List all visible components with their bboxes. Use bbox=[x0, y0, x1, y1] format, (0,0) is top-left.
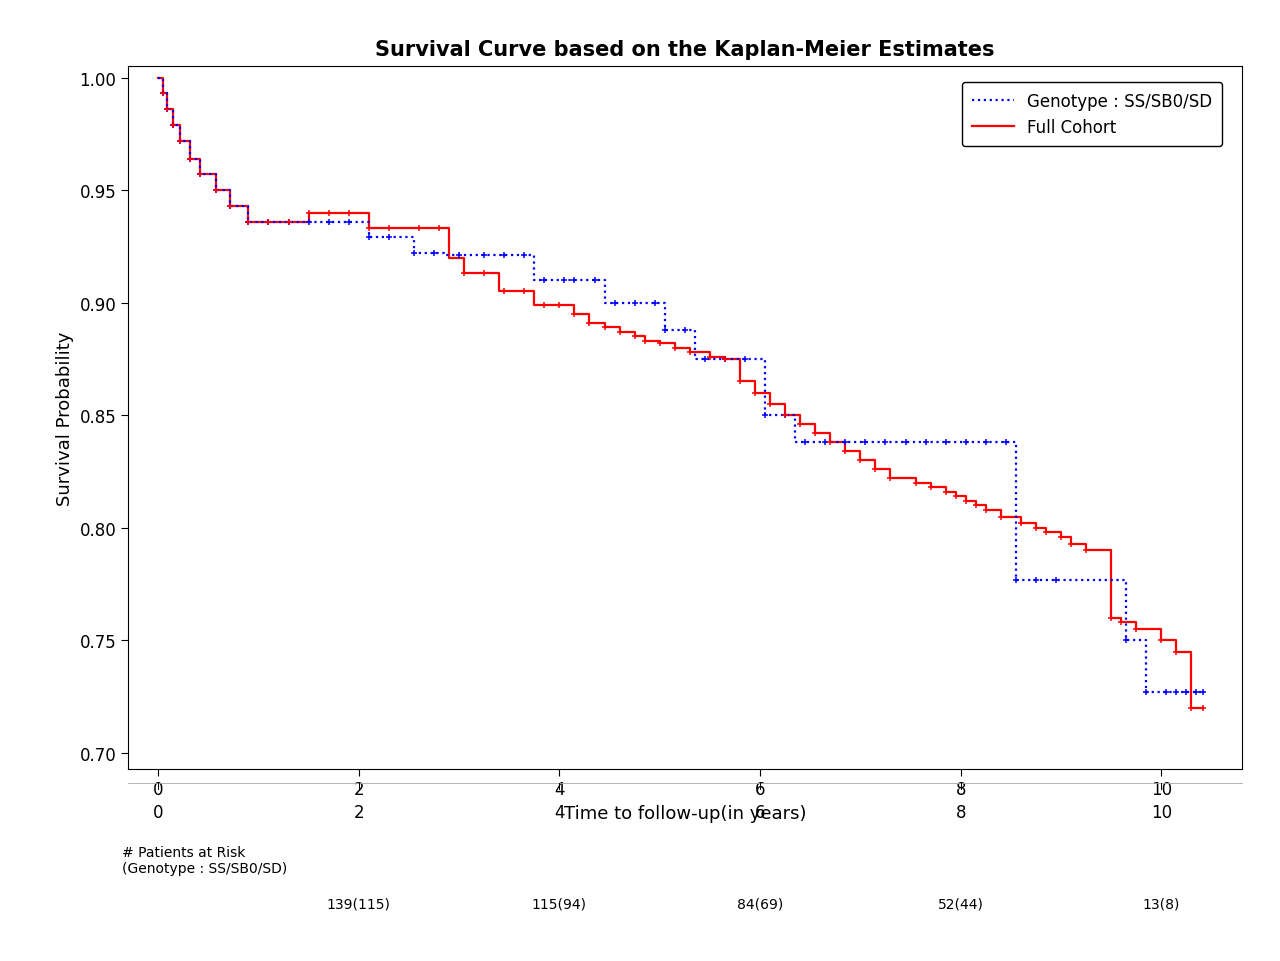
Text: 13(8): 13(8) bbox=[1143, 897, 1180, 910]
Full Cohort bbox=[192, 169, 207, 181]
Text: 10: 10 bbox=[1151, 803, 1172, 821]
Genotype : SS/SB0/SD: (10.4, 0.727): SS/SB0/SD: (10.4, 0.727) bbox=[1196, 686, 1211, 698]
Full Cohort bbox=[1184, 702, 1199, 714]
Full Cohort bbox=[868, 455, 883, 466]
Full Cohort bbox=[682, 342, 698, 354]
Genotype : SS/SB0/SD: (9.85, 0.727): SS/SB0/SD: (9.85, 0.727) bbox=[1139, 686, 1155, 698]
X-axis label: Time to follow-up(in years): Time to follow-up(in years) bbox=[563, 804, 806, 822]
Genotype : SS/SB0/SD: (0.22, 0.972): SS/SB0/SD: (0.22, 0.972) bbox=[173, 136, 188, 147]
Text: 115(94): 115(94) bbox=[532, 897, 588, 910]
Text: 6: 6 bbox=[755, 803, 765, 821]
Full Cohort bbox=[457, 268, 472, 280]
Legend: Genotype : SS/SB0/SD, Full Cohort: Genotype : SS/SB0/SD, Full Cohort bbox=[963, 83, 1222, 147]
Line: Genotype : SS/SB0/SD: Genotype : SS/SB0/SD bbox=[159, 79, 1203, 692]
Genotype : SS/SB0/SD: (3.45, 0.921): SS/SB0/SD: (3.45, 0.921) bbox=[497, 251, 512, 262]
Full Cohort bbox=[1196, 702, 1211, 714]
Text: 0: 0 bbox=[152, 803, 164, 821]
Line: Full Cohort: Full Cohort bbox=[159, 79, 1203, 708]
Y-axis label: Survival Probability: Survival Probability bbox=[56, 331, 74, 505]
Full Cohort bbox=[151, 73, 166, 85]
Full Cohort bbox=[1129, 624, 1144, 635]
Genotype : SS/SB0/SD: (9.85, 0.75): SS/SB0/SD: (9.85, 0.75) bbox=[1139, 635, 1155, 647]
Genotype : SS/SB0/SD: (6.05, 0.85): SS/SB0/SD: (6.05, 0.85) bbox=[758, 410, 773, 422]
Text: # Patients at Risk
(Genotype : SS/SB0/SD): # Patients at Risk (Genotype : SS/SB0/SD… bbox=[122, 845, 287, 875]
Text: 139(115): 139(115) bbox=[326, 897, 390, 910]
Text: 52(44): 52(44) bbox=[938, 897, 983, 910]
Genotype : SS/SB0/SD: (0.32, 0.964): SS/SB0/SD: (0.32, 0.964) bbox=[183, 154, 198, 165]
Text: 2: 2 bbox=[353, 803, 364, 821]
Text: 8: 8 bbox=[955, 803, 966, 821]
Full Cohort bbox=[923, 478, 938, 489]
Genotype : SS/SB0/SD: (3.25, 0.921): SS/SB0/SD: (3.25, 0.921) bbox=[476, 251, 492, 262]
Text: 84(69): 84(69) bbox=[737, 897, 783, 910]
Genotype : SS/SB0/SD: (0, 1): SS/SB0/SD: (0, 1) bbox=[151, 73, 166, 85]
Text: 4: 4 bbox=[554, 803, 564, 821]
Title: Survival Curve based on the Kaplan-Meier Estimates: Survival Curve based on the Kaplan-Meier… bbox=[375, 40, 995, 61]
